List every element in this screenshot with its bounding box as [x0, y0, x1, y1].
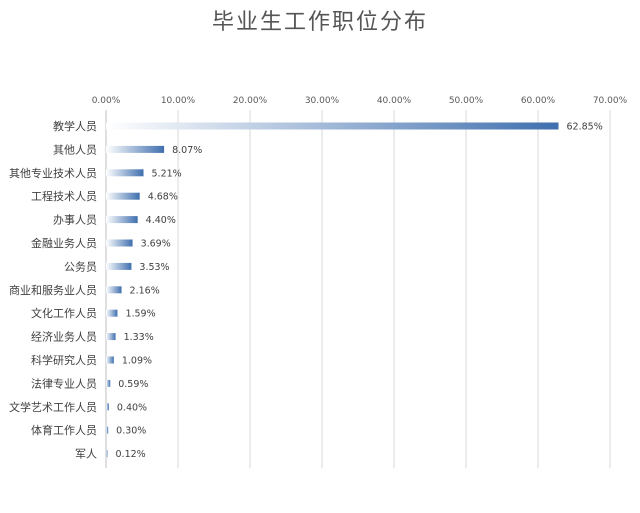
- bar: [106, 309, 118, 317]
- data-label: 4.40%: [146, 215, 176, 226]
- bar: [106, 426, 109, 434]
- category-label: 办事人员: [53, 214, 97, 227]
- data-label: 4.68%: [148, 192, 178, 203]
- category-label: 文化工作人员: [31, 306, 97, 320]
- data-label: 1.33%: [124, 332, 154, 343]
- bar: [106, 192, 140, 200]
- data-label: 62.85%: [567, 122, 603, 133]
- bar: [106, 122, 559, 130]
- bars: [106, 122, 559, 458]
- category-label: 其他人员: [53, 143, 97, 156]
- category-label: 文学艺术工作人员: [9, 400, 97, 414]
- x-tick-label: 30.00%: [305, 96, 340, 106]
- data-label: 0.12%: [116, 449, 146, 460]
- category-labels: 教学人员其他人员其他专业技术人员工程技术人员办事人员金融业务人员公务员商业和服务…: [9, 119, 97, 461]
- data-label: 8.07%: [172, 145, 202, 156]
- data-label: 5.21%: [152, 168, 182, 179]
- data-labels: 62.85% 8.07% 5.21% 4.68% 4.40% 3.69% 3.53% 2.16…: [116, 122, 603, 461]
- bar: [106, 356, 114, 364]
- chart-title: 毕业生工作职位分布: [211, 10, 428, 35]
- category-label: 其他专业技术人员: [9, 166, 97, 180]
- data-label: 1.59%: [125, 309, 155, 320]
- data-label: 3.53%: [139, 262, 169, 273]
- x-tick-label: 70.00%: [593, 96, 628, 106]
- bar: [106, 450, 108, 458]
- category-label: 商业和服务业人员: [9, 283, 97, 297]
- x-tick-label: 40.00%: [377, 96, 412, 106]
- x-tick-label: 20.00%: [233, 96, 268, 106]
- category-label: 科学研究人员: [31, 353, 97, 367]
- bar: [106, 239, 133, 247]
- bar: [106, 145, 165, 153]
- category-label: 体育工作人员: [31, 423, 97, 437]
- category-label: 工程技术人员: [31, 190, 97, 203]
- bar: [106, 169, 144, 177]
- gridlines: [105, 110, 611, 468]
- bar: [106, 333, 116, 341]
- x-tick-label: 50.00%: [449, 96, 484, 106]
- bar: [106, 286, 122, 294]
- category-label: 军人: [75, 448, 97, 461]
- data-label: 2.16%: [130, 285, 160, 296]
- category-label: 公务员: [64, 260, 97, 273]
- x-tick-label: 10.00%: [161, 96, 196, 106]
- category-label: 法律专业人员: [31, 376, 97, 390]
- data-label: 0.59%: [118, 379, 148, 390]
- data-label: 3.69%: [141, 239, 171, 250]
- category-label: 教学人员: [53, 119, 97, 133]
- bar: [106, 262, 132, 270]
- data-label: 0.40%: [117, 402, 147, 413]
- x-tick-label: 0.00%: [92, 96, 121, 106]
- bar: [106, 403, 109, 411]
- category-label: 经济业务人员: [31, 330, 97, 344]
- bar: [106, 379, 111, 387]
- data-label: 1.09%: [122, 356, 152, 367]
- data-label: 0.30%: [116, 426, 146, 437]
- bar: [106, 216, 138, 224]
- category-label: 金融业务人员: [31, 236, 97, 250]
- x-tick-label: 60.00%: [521, 96, 556, 106]
- x-axis-ticks: 0.00% 10.00% 20.00% 30.00% 40.00% 50.00% 60.00…: [92, 96, 628, 106]
